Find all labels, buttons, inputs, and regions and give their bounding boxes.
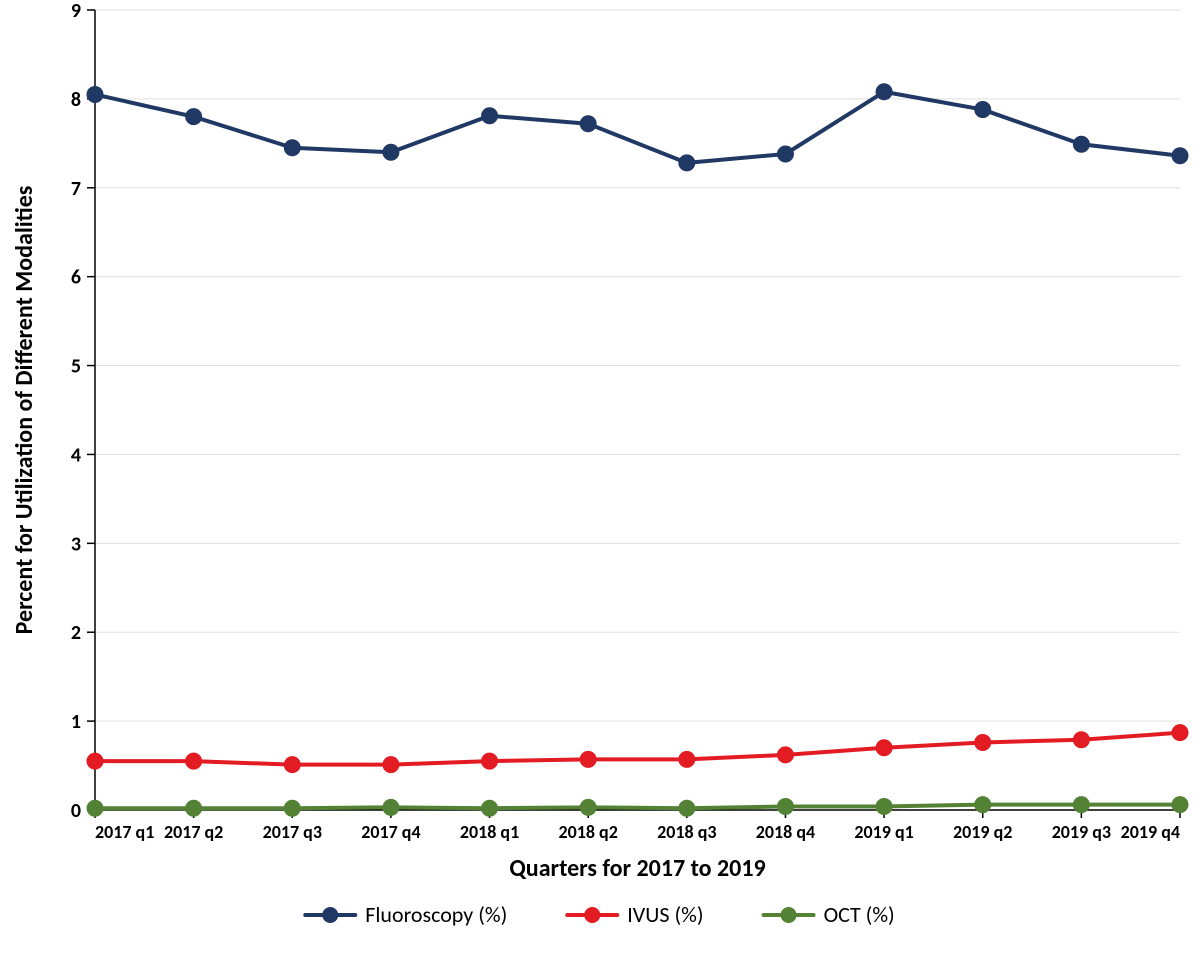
svg-text:6: 6 — [71, 266, 81, 290]
svg-text:7: 7 — [71, 177, 81, 201]
svg-text:2019 q3: 2019 q3 — [1052, 821, 1111, 843]
svg-text:0: 0 — [71, 799, 81, 823]
svg-text:2017 q1: 2017 q1 — [95, 821, 154, 843]
svg-text:2: 2 — [71, 621, 81, 645]
y-axis-title: Percent for Utilization of Different Mod… — [10, 186, 39, 635]
svg-text:5: 5 — [71, 355, 81, 379]
svg-text:2018 q1: 2018 q1 — [460, 821, 519, 843]
svg-text:2019 q4: 2019 q4 — [1121, 821, 1180, 843]
svg-text:1: 1 — [71, 710, 81, 734]
svg-text:2017 q3: 2017 q3 — [263, 821, 322, 843]
svg-text:Fluoroscopy (%): Fluoroscopy (%) — [365, 901, 507, 928]
svg-text:IVUS (%): IVUS (%) — [627, 901, 703, 928]
svg-text:3: 3 — [71, 532, 81, 556]
svg-text:2019 q1: 2019 q1 — [854, 821, 913, 843]
svg-text:OCT (%): OCT (%) — [824, 901, 895, 928]
svg-text:2018 q2: 2018 q2 — [559, 821, 618, 843]
x-axis-title: Quarters for 2017 to 2019 — [509, 854, 765, 883]
svg-text:2018 q3: 2018 q3 — [657, 821, 716, 843]
svg-text:2019 q2: 2019 q2 — [953, 821, 1012, 843]
svg-text:4: 4 — [71, 443, 81, 467]
svg-text:2018 q4: 2018 q4 — [756, 821, 815, 843]
modalities-line-chart: 0 1 2 3 4 5 6 7 8 9 2017 q1 2017 q2 2017 q3 2017 q4 20… — [0, 0, 1200, 956]
svg-text:8: 8 — [71, 88, 81, 112]
svg-text:9: 9 — [71, 0, 81, 23]
svg-text:2017 q2: 2017 q2 — [164, 821, 223, 843]
svg-text:2017 q4: 2017 q4 — [361, 821, 420, 843]
